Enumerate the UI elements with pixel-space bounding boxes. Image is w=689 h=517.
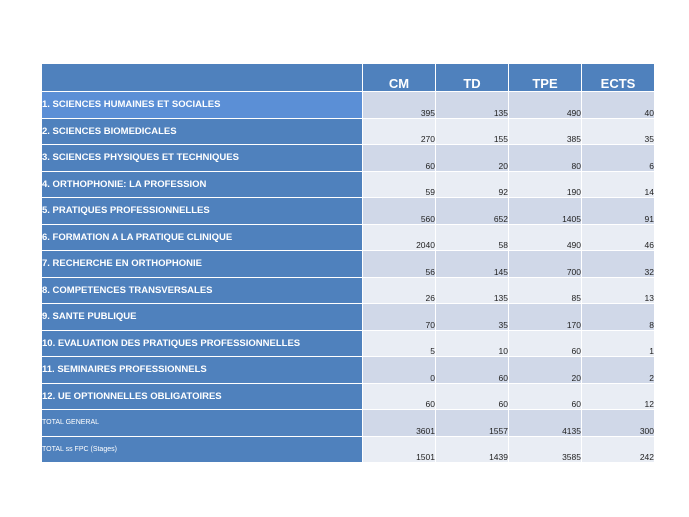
table-row: 3. SCIENCES PHYSIQUES ET TECHNIQUES 60 2…	[41, 144, 655, 172]
table-row: 12. UE OPTIONNELLES OBLIGATOIRES 60 60 6…	[41, 382, 655, 410]
td-value: 1557	[435, 409, 509, 437]
tpe-value: 190	[508, 170, 582, 198]
tpe-value: 170	[508, 303, 582, 331]
table-header-row: CM TD TPE ECTS	[41, 63, 655, 92]
ects-value: 12	[581, 382, 655, 410]
ects-value: 13	[581, 276, 655, 304]
ects-value: 35	[581, 117, 655, 145]
cm-value: 60	[362, 144, 436, 172]
cm-value: 1501	[362, 435, 436, 463]
td-value: 135	[435, 276, 509, 304]
tpe-value: 85	[508, 276, 582, 304]
tpe-value: 60	[508, 382, 582, 410]
table-row: 6. FORMATION A LA PRATIQUE CLINIQUE 2040…	[41, 223, 655, 251]
cm-value: 2040	[362, 223, 436, 251]
td-value: 35	[435, 303, 509, 331]
ects-value: 1	[581, 329, 655, 357]
ects-value: 242	[581, 435, 655, 463]
td-value: 60	[435, 356, 509, 384]
tpe-value: 700	[508, 250, 582, 278]
tpe-value: 4135	[508, 409, 582, 437]
table-row: 4. ORTHOPHONIE: LA PROFESSION 59 92 190 …	[41, 170, 655, 198]
column-header-td: TD	[435, 63, 509, 92]
tpe-value: 20	[508, 356, 582, 384]
column-header-ects: ECTS	[581, 63, 655, 92]
table-row: 2. SCIENCES BIOMEDICALES 270 155 385 35	[41, 117, 655, 145]
td-value: 58	[435, 223, 509, 251]
table-row: 7. RECHERCHE EN ORTHOPHONIE 56 145 700 3…	[41, 250, 655, 278]
ects-value: 300	[581, 409, 655, 437]
row-label: 1. SCIENCES HUMAINES ET SOCIALES	[41, 91, 363, 119]
column-header-cm: CM	[362, 63, 436, 92]
table-row: 9. SANTE PUBLIQUE 70 35 170 8	[41, 303, 655, 331]
ects-value: 8	[581, 303, 655, 331]
cm-value: 70	[362, 303, 436, 331]
table-row: 10. EVALUATION DES PRATIQUES PROFESSIONN…	[41, 329, 655, 357]
cm-value: 0	[362, 356, 436, 384]
total-general-row: TOTAL GENERAL 3601 1557 4135 300	[41, 409, 655, 437]
cm-value: 560	[362, 197, 436, 225]
row-label: 8. COMPETENCES TRANSVERSALES	[41, 276, 363, 304]
td-value: 92	[435, 170, 509, 198]
tpe-value: 60	[508, 329, 582, 357]
table-row: 1. SCIENCES HUMAINES ET SOCIALES 395 135…	[41, 91, 655, 119]
ects-value: 6	[581, 144, 655, 172]
row-label: TOTAL ss FPC (Stages)	[41, 435, 363, 463]
row-label: 7. RECHERCHE EN ORTHOPHONIE	[41, 250, 363, 278]
row-label: 9. SANTE PUBLIQUE	[41, 303, 363, 331]
td-value: 10	[435, 329, 509, 357]
row-label: 12. UE OPTIONNELLES OBLIGATOIRES	[41, 382, 363, 410]
cm-value: 3601	[362, 409, 436, 437]
ects-value: 14	[581, 170, 655, 198]
curriculum-table: CM TD TPE ECTS 1. SCIENCES HUMAINES ET S…	[41, 63, 655, 463]
cm-value: 5	[362, 329, 436, 357]
ects-value: 2	[581, 356, 655, 384]
tpe-value: 3585	[508, 435, 582, 463]
row-label: 4. ORTHOPHONIE: LA PROFESSION	[41, 170, 363, 198]
td-value: 145	[435, 250, 509, 278]
tpe-value: 80	[508, 144, 582, 172]
column-header-tpe: TPE	[508, 63, 582, 92]
cm-value: 56	[362, 250, 436, 278]
td-value: 1439	[435, 435, 509, 463]
row-label: 10. EVALUATION DES PRATIQUES PROFESSIONN…	[41, 329, 363, 357]
ects-value: 91	[581, 197, 655, 225]
row-label: TOTAL GENERAL	[41, 409, 363, 437]
ects-value: 40	[581, 91, 655, 119]
cm-value: 60	[362, 382, 436, 410]
tpe-value: 1405	[508, 197, 582, 225]
ects-value: 46	[581, 223, 655, 251]
cm-value: 26	[362, 276, 436, 304]
row-label: 3. SCIENCES PHYSIQUES ET TECHNIQUES	[41, 144, 363, 172]
td-value: 135	[435, 91, 509, 119]
cm-value: 395	[362, 91, 436, 119]
tpe-value: 490	[508, 91, 582, 119]
header-corner-cell	[41, 63, 363, 92]
tpe-value: 490	[508, 223, 582, 251]
row-label: 2. SCIENCES BIOMEDICALES	[41, 117, 363, 145]
ects-value: 32	[581, 250, 655, 278]
row-label: 11. SEMINAIRES PROFESSIONNELS	[41, 356, 363, 384]
td-value: 155	[435, 117, 509, 145]
table-row: 5. PRATIQUES PROFESSIONNELLES 560 652 14…	[41, 197, 655, 225]
td-value: 60	[435, 382, 509, 410]
total-without-stages-row: TOTAL ss FPC (Stages) 1501 1439 3585 242	[41, 435, 655, 463]
row-label: 5. PRATIQUES PROFESSIONNELLES	[41, 197, 363, 225]
cm-value: 270	[362, 117, 436, 145]
table-row: 11. SEMINAIRES PROFESSIONNELS 0 60 20 2	[41, 356, 655, 384]
row-label: 6. FORMATION A LA PRATIQUE CLINIQUE	[41, 223, 363, 251]
td-value: 652	[435, 197, 509, 225]
table-row: 8. COMPETENCES TRANSVERSALES 26 135 85 1…	[41, 276, 655, 304]
td-value: 20	[435, 144, 509, 172]
tpe-value: 385	[508, 117, 582, 145]
cm-value: 59	[362, 170, 436, 198]
